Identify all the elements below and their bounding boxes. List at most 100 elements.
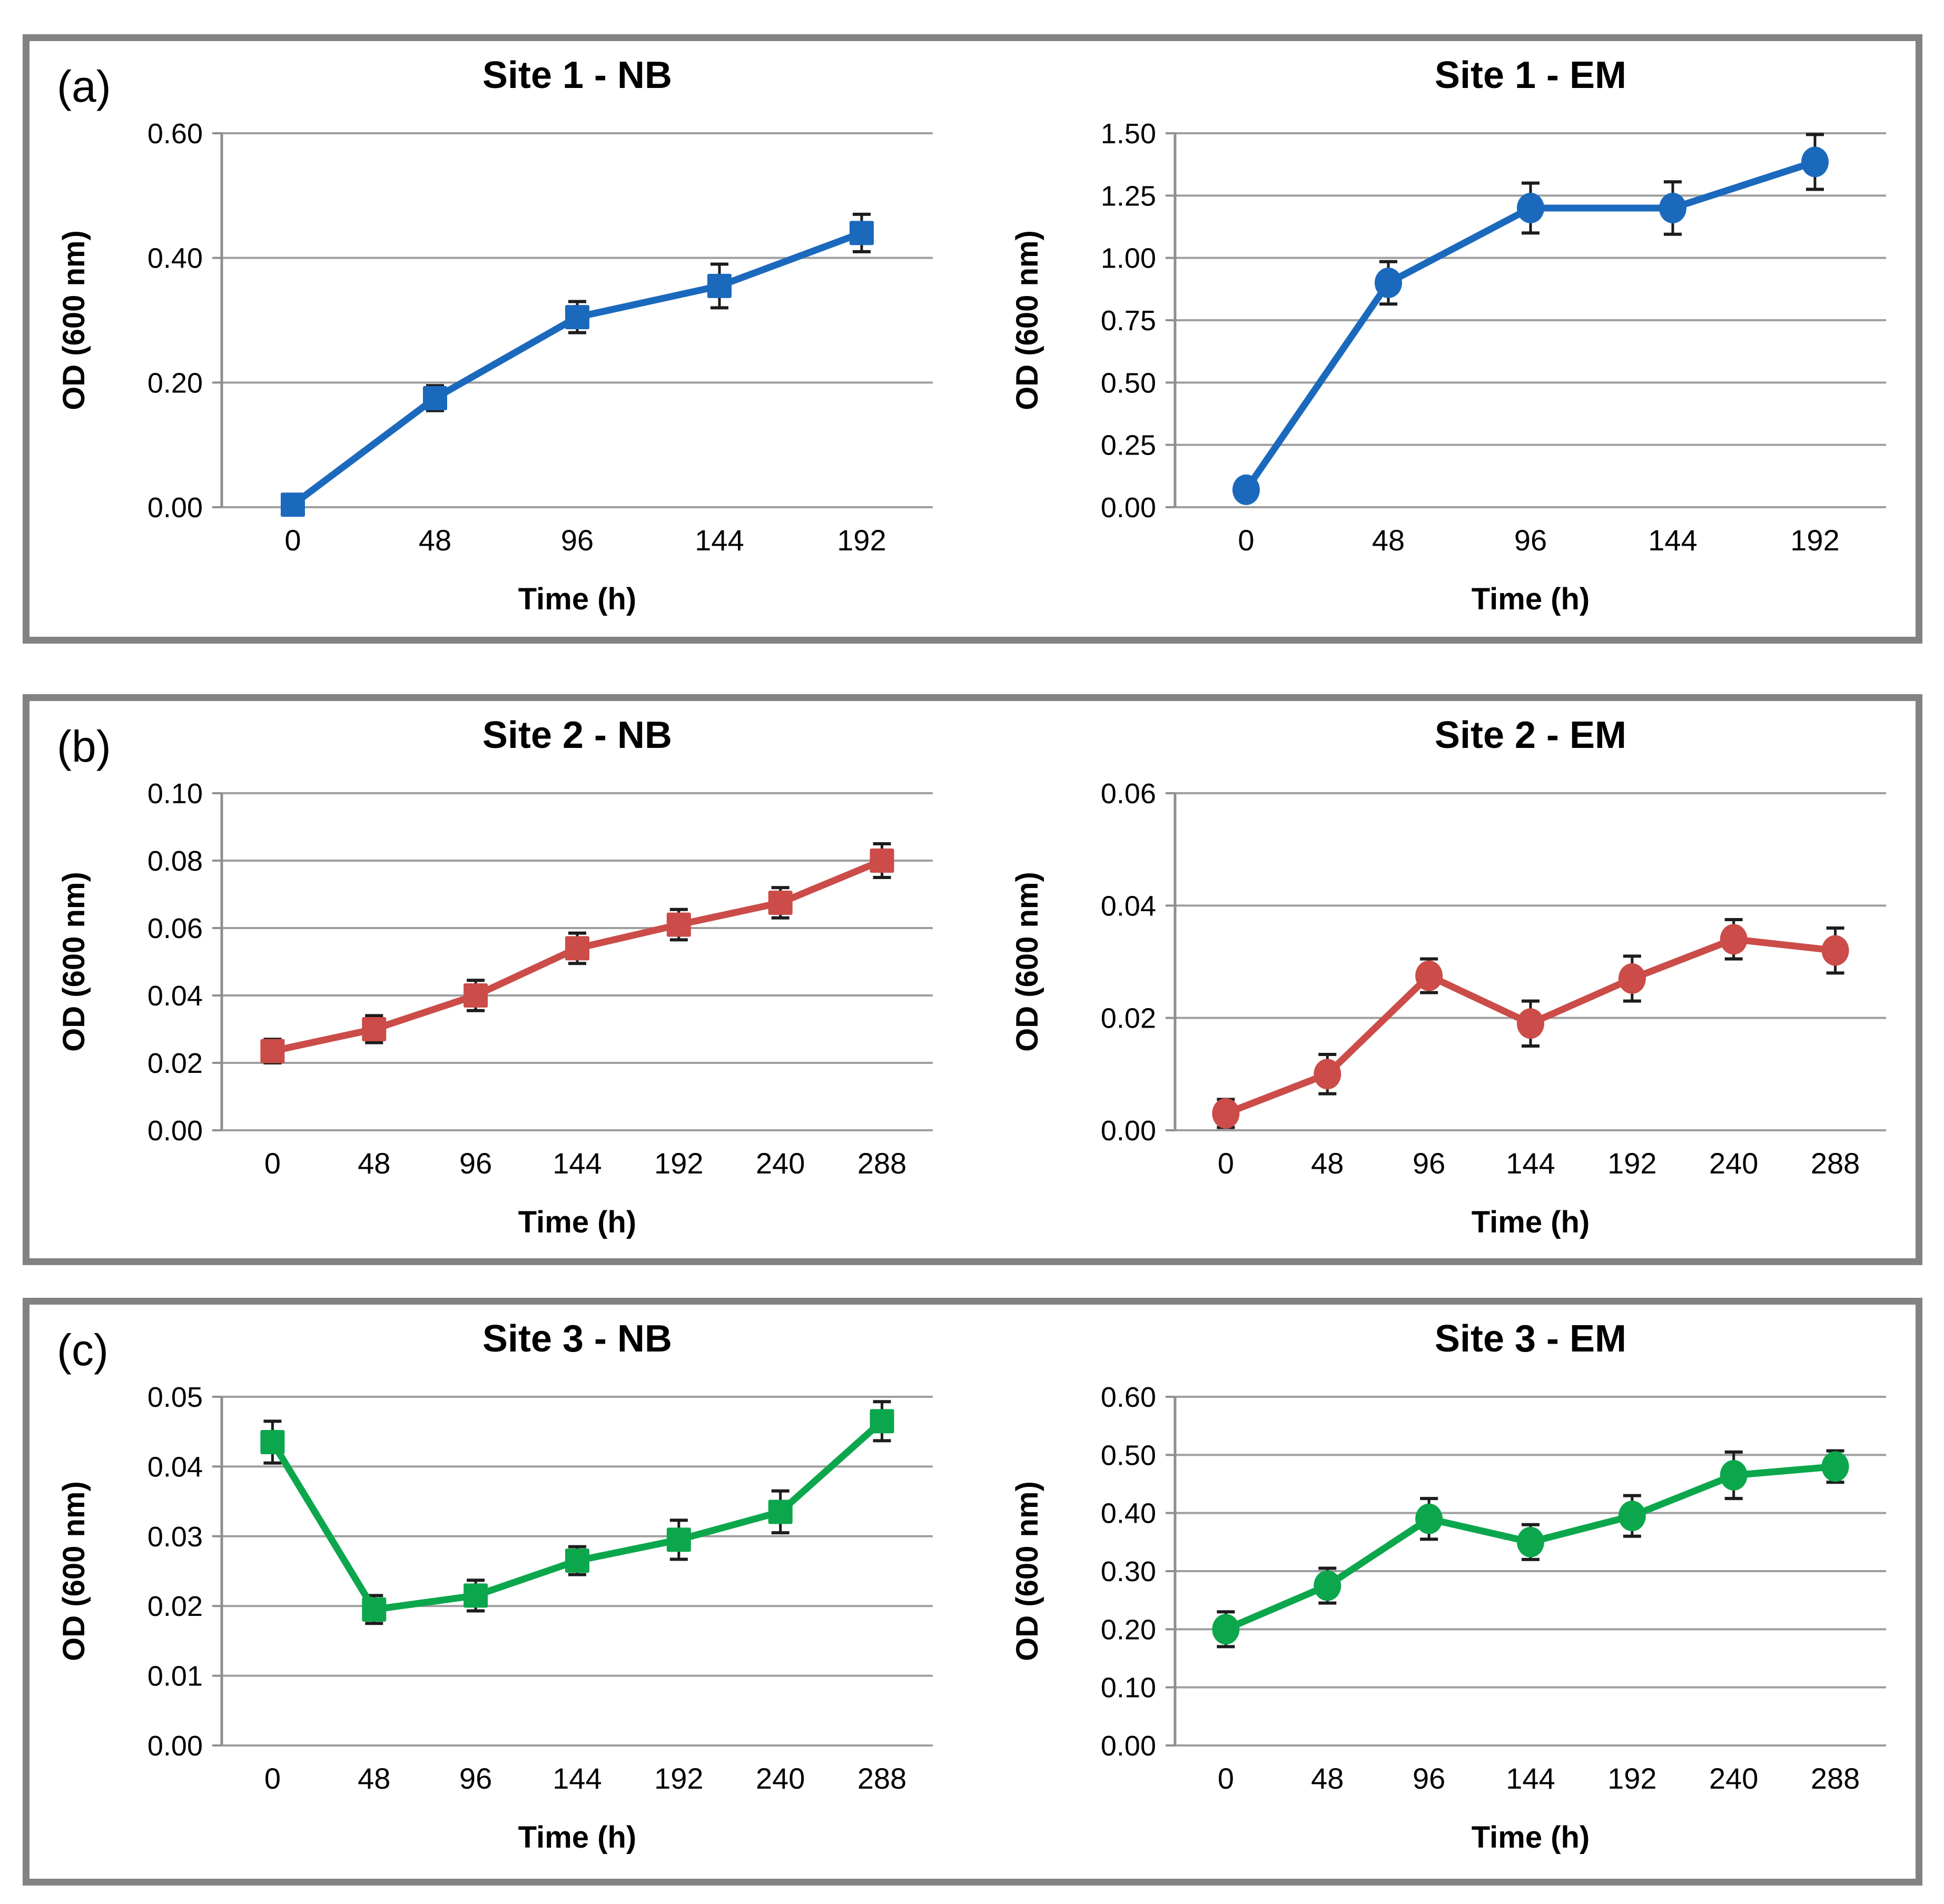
x-tick-label: 240 <box>1709 1147 1758 1180</box>
series-line <box>289 229 865 508</box>
chart-title-site2-nb: Site 2 - NB <box>482 714 673 756</box>
data-point-marker <box>1517 1008 1544 1039</box>
data-point-marker <box>1415 960 1443 991</box>
data-point-marker <box>870 849 894 873</box>
y-tick-label: 1.25 <box>1101 180 1156 212</box>
y-tick-label: 0.08 <box>147 845 203 877</box>
y-axis-title: OD (600 nm) <box>1010 1481 1044 1661</box>
data-point-marker <box>260 1430 285 1455</box>
y-tick-label: 0.10 <box>1101 1672 1156 1704</box>
data-point-marker <box>870 1409 894 1434</box>
data-point-marker <box>768 1499 793 1524</box>
y-tick-label: 0.06 <box>147 913 203 944</box>
x-tick-label: 144 <box>552 1147 601 1180</box>
y-tick-label: 0.75 <box>1101 305 1156 337</box>
y-tick-label: 0.02 <box>147 1591 203 1622</box>
panel-label-c: (c) <box>57 1325 108 1375</box>
y-axis-title: OD (600 nm) <box>1010 230 1044 410</box>
y-tick-label: 0.40 <box>1101 1498 1156 1530</box>
y-tick-label: 0.20 <box>147 367 203 399</box>
data-point-marker <box>666 1527 691 1552</box>
y-tick-label: 0.02 <box>147 1048 203 1079</box>
chart-site2-nb: Site 2 - NB 0.00 0.02 0.04 0.06 0.08 0.10 0 48 9… <box>40 701 951 1259</box>
y-tick-label: 0.00 <box>1101 492 1156 524</box>
data-point-marker <box>1821 1451 1849 1482</box>
x-tick-label: 192 <box>1607 1147 1656 1180</box>
x-tick-label: 240 <box>756 1762 805 1795</box>
x-tick-label: 0 <box>264 1762 281 1795</box>
panel-a: (a) Site 1 - NB 0.00 0.20 0.40 0.60 0 48 96 144… <box>23 34 1922 644</box>
y-tick-label: 0.02 <box>1101 1003 1156 1034</box>
y-axis-title: OD (600 nm) <box>57 1481 91 1661</box>
x-tick-label: 240 <box>1709 1762 1758 1795</box>
x-tick-label: 288 <box>1811 1147 1860 1180</box>
chart-site1-em: Site 1 - EM 0.00 0.25 0.50 0.75 1.00 1.25 1.50… <box>993 41 1904 636</box>
chart-canvas-site1-nb: 0.00 0.20 0.40 0.60 0 48 96 144 192 Time (h) OD (6… <box>57 118 933 616</box>
y-tick-label: 0.00 <box>147 1115 203 1147</box>
data-point-marker <box>768 891 793 915</box>
chart-title-site2-em: Site 2 - EM <box>1434 714 1627 756</box>
x-tick-label: 96 <box>561 524 594 557</box>
x-tick-label: 192 <box>1607 1762 1656 1795</box>
panel-label-a: (a) <box>57 62 111 111</box>
data-point-marker <box>362 1017 387 1041</box>
x-tick-label: 0 <box>1218 1147 1234 1180</box>
data-point-marker <box>1375 268 1402 298</box>
data-point-marker <box>850 221 874 245</box>
x-tick-label: 192 <box>654 1147 703 1180</box>
x-axis-title: Time (h) <box>518 582 637 616</box>
chart-site1-nb: Site 1 - NB 0.00 0.20 0.40 0.60 0 48 96 144 192 T… <box>40 41 951 636</box>
chart-site3-em: Site 3 - EM 0.00 0.10 0.20 0.30 0.40 0.50 0.60… <box>993 1305 1904 1875</box>
x-tick-label: 96 <box>1514 524 1547 557</box>
data-point-marker <box>1314 1570 1341 1601</box>
x-tick-label: 96 <box>459 1147 492 1180</box>
data-point-marker <box>463 983 488 1008</box>
y-tick-label: 0.25 <box>1101 430 1156 461</box>
data-point-marker <box>1517 1526 1544 1557</box>
x-tick-label: 192 <box>837 524 886 557</box>
y-tick-label: 0.05 <box>147 1382 203 1413</box>
y-tick-label: 0.20 <box>1101 1614 1156 1645</box>
x-tick-label: 0 <box>1218 1762 1234 1795</box>
x-tick-label: 0 <box>284 524 301 557</box>
x-axis-title: Time (h) <box>1472 582 1590 616</box>
data-point-marker <box>423 386 447 410</box>
data-point-marker <box>1821 935 1849 966</box>
y-tick-label: 0.04 <box>147 1451 203 1483</box>
data-point-marker <box>463 1583 488 1608</box>
y-tick-label: 1.50 <box>1101 118 1156 150</box>
data-point-marker <box>565 1548 589 1573</box>
data-point-marker <box>1517 193 1544 223</box>
x-axis-title: Time (h) <box>518 1205 637 1239</box>
y-tick-label: 0.04 <box>1101 890 1156 922</box>
panel-b: (b) Site 2 - NB 0.00 0.02 0.04 0.06 0.08 0.10… <box>23 694 1922 1265</box>
data-point-marker <box>1618 963 1646 994</box>
chart-title-site1-nb: Site 1 - NB <box>482 54 673 96</box>
panel-a-charts: Site 1 - NB 0.00 0.20 0.40 0.60 0 48 96 144 192 T… <box>29 41 1916 636</box>
x-tick-label: 192 <box>654 1762 703 1795</box>
y-tick-label: 0.60 <box>1101 1382 1156 1413</box>
x-tick-label: 96 <box>459 1762 492 1795</box>
x-tick-label: 96 <box>1413 1762 1445 1795</box>
y-tick-label: 0.00 <box>147 1730 203 1762</box>
chart-title-site3-nb: Site 3 - NB <box>482 1318 673 1360</box>
data-point-marker <box>1212 1614 1240 1645</box>
x-tick-label: 288 <box>1811 1762 1860 1795</box>
panel-label-b: (b) <box>57 722 111 771</box>
data-point-marker <box>260 1039 285 1063</box>
data-point-marker <box>1618 1501 1646 1532</box>
y-tick-label: 0.30 <box>1101 1556 1156 1587</box>
y-tick-label: 0.06 <box>1101 778 1156 810</box>
chart-site3-nb: Site 3 - NB 0.00 0.01 0.02 0.03 0.04 0.05 0 48 9… <box>40 1305 951 1875</box>
data-point-marker <box>666 912 691 937</box>
x-axis-title: Time (h) <box>518 1820 637 1854</box>
chart-canvas-site2-em: 0.00 0.02 0.04 0.06 0 48 96 144 192 240 288 Time (h… <box>1010 778 1886 1239</box>
data-point-marker <box>1720 924 1748 955</box>
x-tick-label: 48 <box>1311 1762 1344 1795</box>
x-tick-label: 192 <box>1790 524 1839 557</box>
x-tick-label: 288 <box>857 1147 906 1180</box>
x-axis-title: Time (h) <box>1472 1820 1590 1854</box>
x-tick-label: 144 <box>552 1762 601 1795</box>
data-point-marker <box>281 492 305 517</box>
y-tick-label: 0.60 <box>147 118 203 150</box>
